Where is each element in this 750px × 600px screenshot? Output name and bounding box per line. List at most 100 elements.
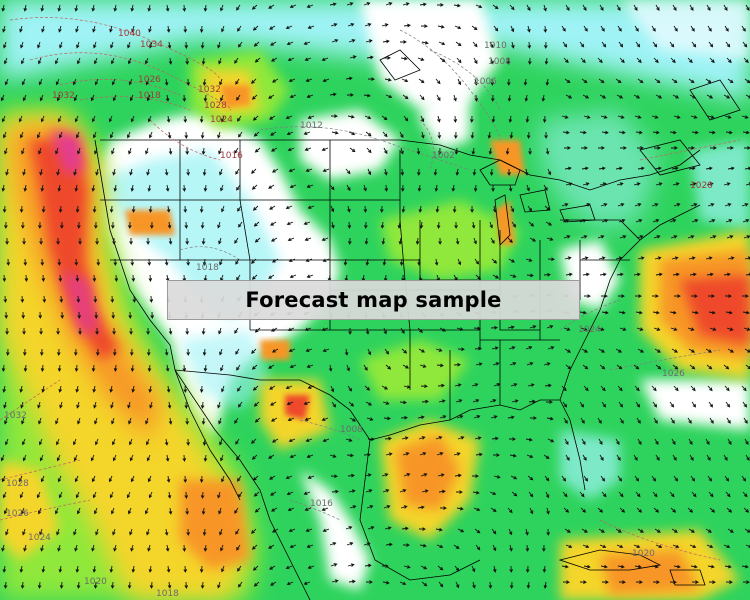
wind-arrow	[59, 401, 63, 409]
wind-arrow	[633, 364, 640, 370]
wind-arrow	[253, 401, 260, 407]
wind-arrow	[708, 491, 714, 498]
wind-arrow	[364, 385, 371, 391]
wind-arrow	[20, 507, 25, 515]
wind-arrow	[384, 436, 392, 441]
wind-arrow	[580, 235, 588, 239]
wind-arrow	[199, 475, 204, 483]
wind-arrow	[416, 147, 421, 155]
wind-arrow	[234, 237, 239, 244]
wind-arrow	[236, 184, 241, 191]
wind-arrow	[599, 544, 607, 549]
wind-arrow	[619, 507, 626, 513]
wind-arrow	[726, 327, 734, 331]
wind-arrow	[184, 41, 189, 49]
wind-arrow	[218, 147, 222, 155]
wind-arrow	[185, 507, 190, 515]
wind-arrow	[598, 166, 606, 171]
wind-arrow	[580, 57, 586, 64]
wind-arrow	[492, 4, 499, 10]
wind-arrow	[235, 168, 240, 175]
wind-arrow	[218, 417, 222, 425]
wind-arrow	[55, 438, 60, 446]
wind-arrow	[221, 25, 225, 33]
wind-arrow	[473, 184, 478, 192]
wind-arrow	[474, 436, 482, 440]
wind-arrow	[91, 475, 96, 483]
wind-arrow	[616, 544, 624, 549]
wind-arrow	[58, 131, 63, 139]
wind-arrow	[128, 78, 133, 86]
wind-arrow	[672, 454, 677, 461]
wind-arrow	[94, 147, 98, 155]
wind-arrow	[655, 182, 663, 186]
wind-arrow	[673, 25, 678, 32]
wind-arrow	[109, 25, 113, 33]
wind-arrow	[328, 364, 333, 372]
wind-arrow	[615, 528, 622, 533]
isobar-label: 1026	[138, 75, 161, 85]
wind-arrow	[348, 401, 355, 407]
wind-arrow	[475, 4, 483, 9]
wind-arrow	[455, 581, 460, 589]
wind-arrow	[651, 203, 659, 207]
wind-arrow	[691, 130, 699, 135]
wind-arrow	[182, 184, 187, 192]
wind-arrow	[147, 258, 152, 266]
wind-arrow	[219, 528, 223, 536]
wind-arrow	[251, 364, 258, 370]
wind-arrow	[403, 23, 411, 28]
wind-arrow	[617, 294, 625, 298]
isobar-label: 1012	[300, 121, 323, 131]
wind-arrow	[74, 475, 79, 483]
wind-arrow	[270, 491, 277, 496]
wind-arrow	[251, 184, 258, 190]
wind-arrow	[580, 327, 588, 331]
wind-arrow	[132, 295, 137, 303]
wind-arrow	[492, 205, 497, 213]
wind-arrow	[307, 205, 315, 209]
wind-arrow	[383, 416, 391, 421]
wind-arrow	[436, 221, 441, 229]
wind-arrow	[581, 438, 586, 446]
wind-arrow	[111, 147, 115, 155]
wind-arrow	[434, 184, 439, 192]
wind-arrow	[331, 579, 339, 583]
wind-arrow	[40, 258, 45, 266]
isobar-label: 1010	[484, 41, 507, 51]
wind-arrow	[112, 454, 117, 462]
isobar-label: 1018	[156, 589, 179, 599]
wind-arrow	[110, 581, 115, 589]
wind-arrow	[131, 385, 136, 393]
wind-arrow	[57, 364, 62, 372]
wind-arrow	[254, 507, 261, 513]
wind-arrow	[507, 168, 511, 176]
wind-arrow	[633, 4, 638, 12]
wind-arrow	[146, 348, 151, 356]
wind-arrow	[150, 311, 155, 319]
wind-arrow	[420, 24, 428, 28]
wind-arrow	[270, 507, 278, 512]
wind-arrow	[235, 528, 240, 535]
wind-arrow	[94, 78, 99, 86]
isobar-label: 1026	[662, 369, 685, 379]
wind-arrow	[599, 272, 607, 277]
wind-arrow	[201, 57, 206, 65]
wind-arrow	[417, 57, 425, 61]
wind-arrow	[112, 528, 116, 536]
wind-arrow	[653, 146, 661, 150]
wind-arrow	[474, 258, 480, 265]
wind-arrow	[77, 147, 81, 155]
wind-arrow	[349, 147, 356, 153]
wind-arrow	[347, 237, 352, 245]
wind-arrow	[1, 115, 6, 123]
wind-arrow	[91, 364, 96, 372]
wind-arrow	[57, 184, 62, 192]
wind-arrow	[743, 146, 750, 150]
wind-arrow	[691, 219, 699, 223]
wind-arrow	[2, 25, 6, 33]
wind-arrow	[54, 57, 59, 65]
wind-arrow	[727, 256, 735, 260]
wind-arrow	[654, 78, 661, 84]
